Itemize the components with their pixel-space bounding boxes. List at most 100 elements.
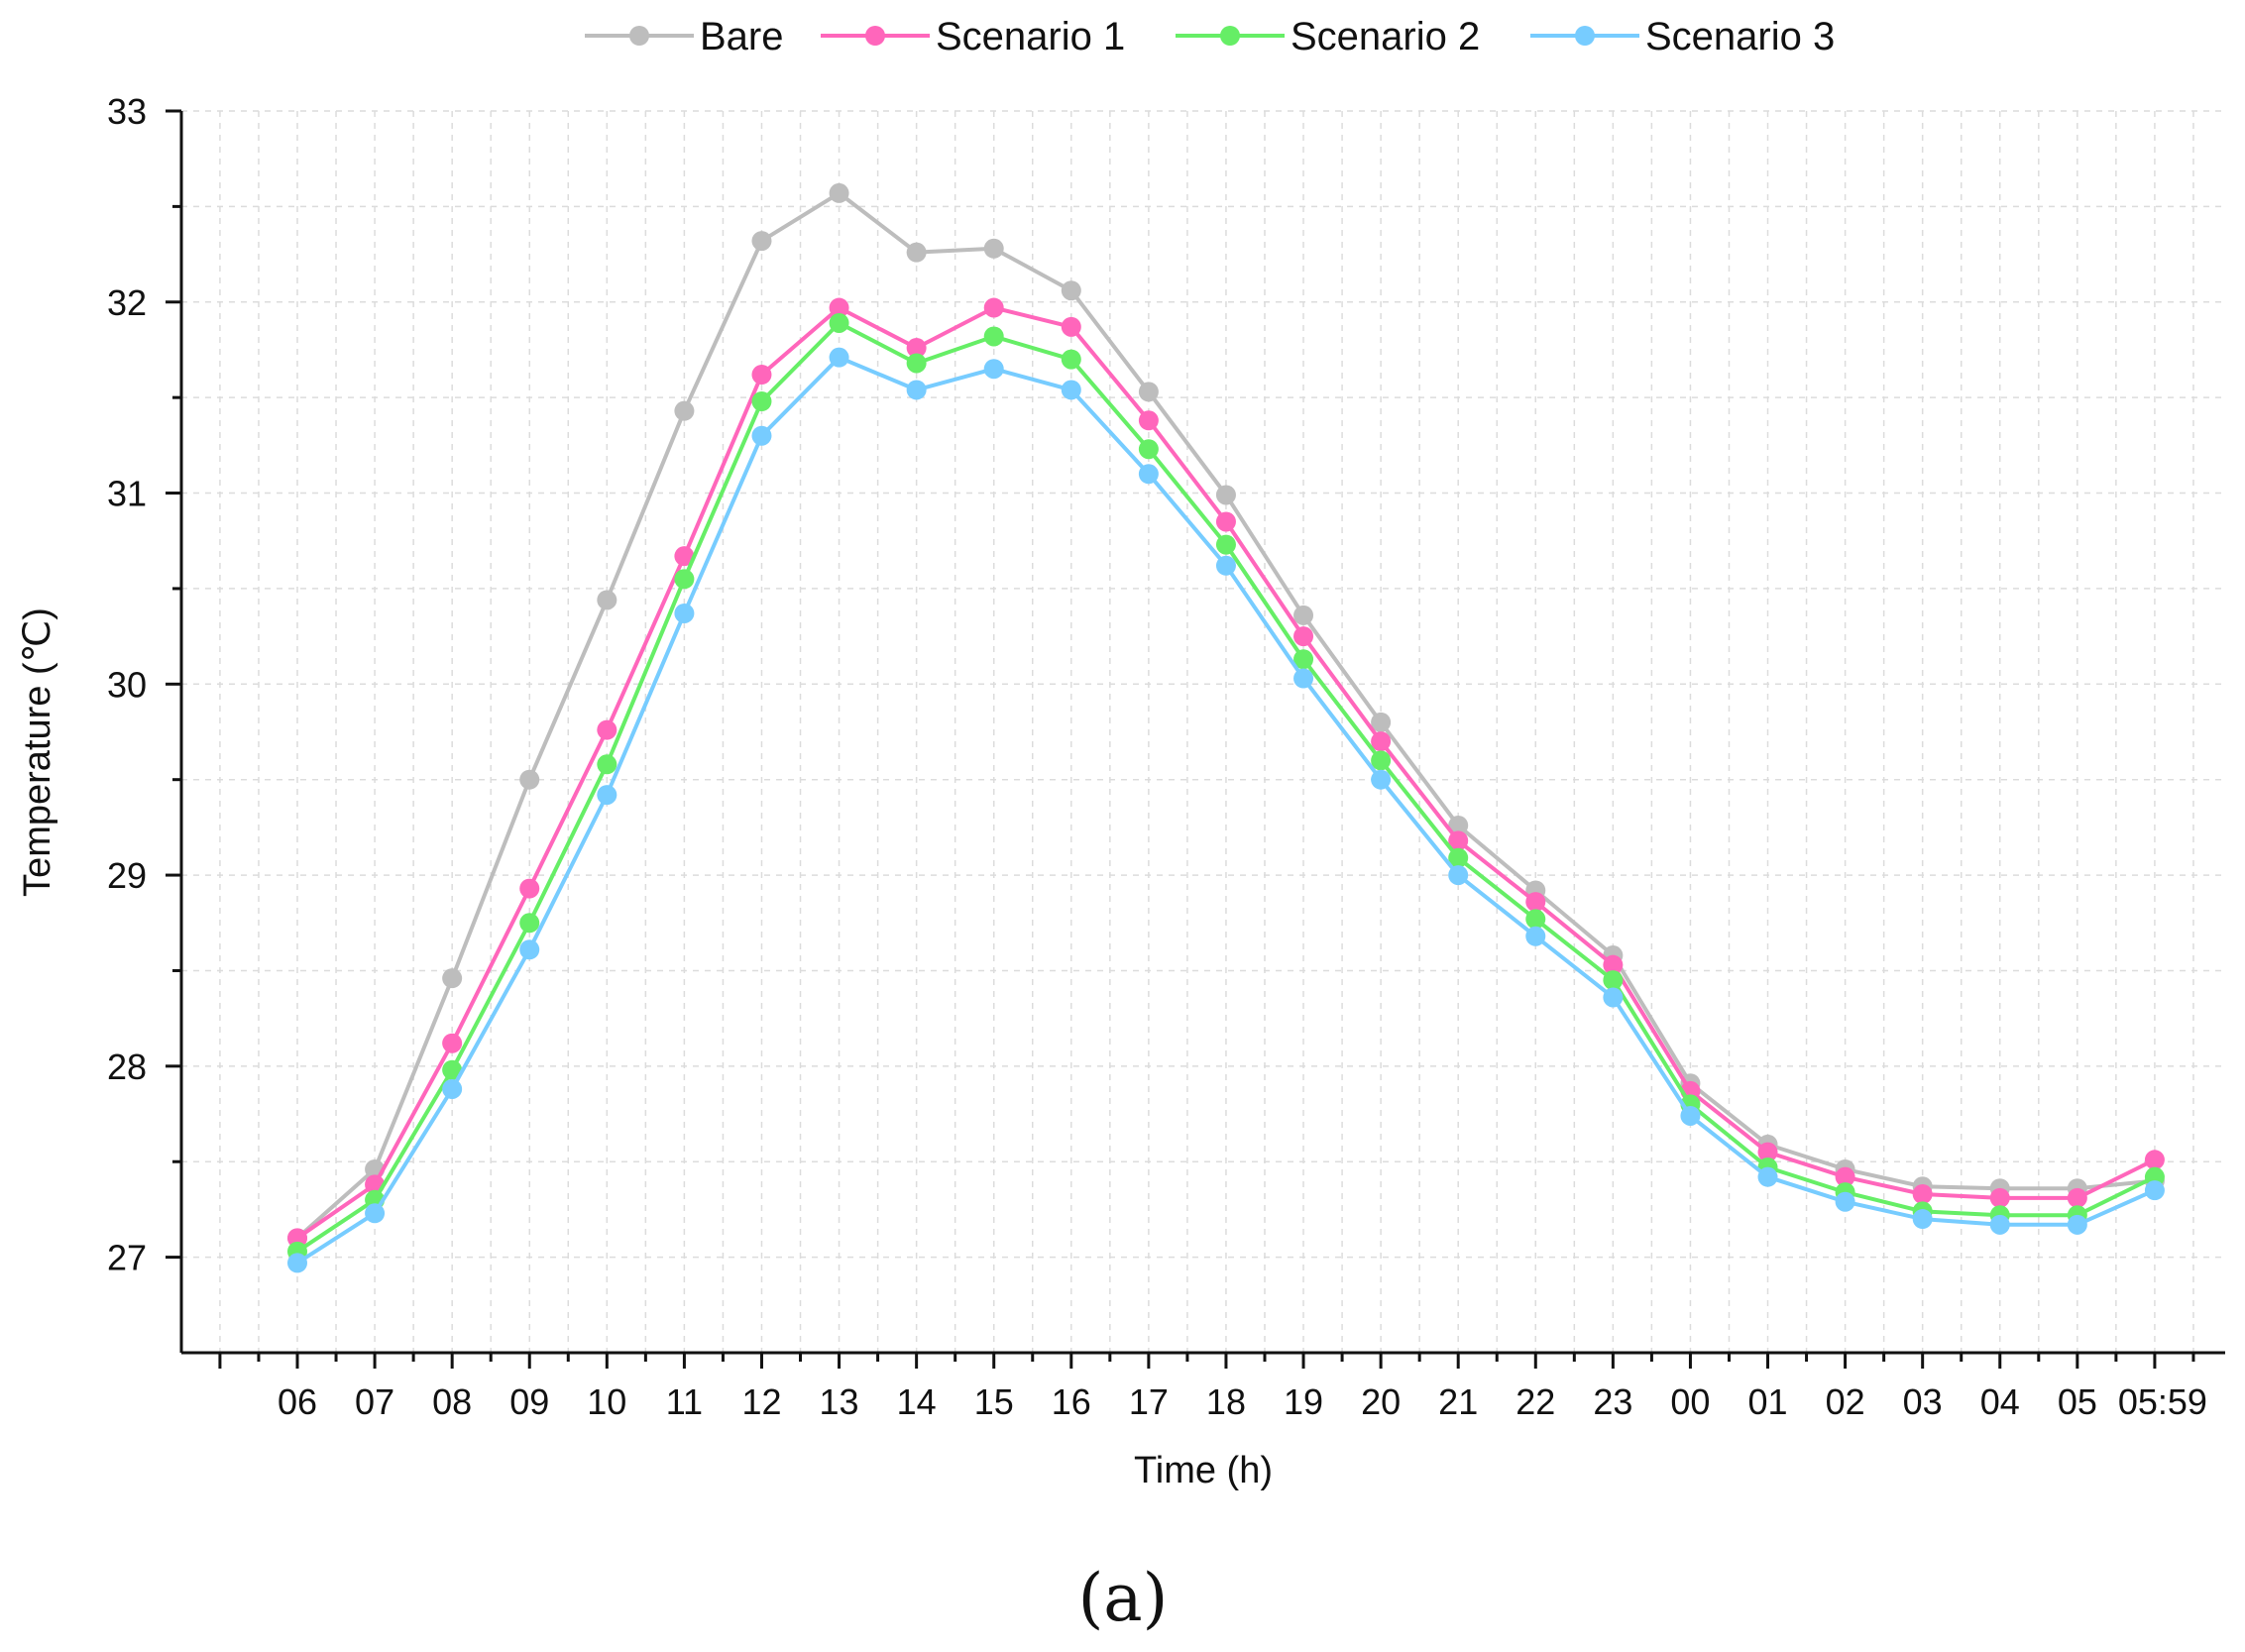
x-tick-label: 19 — [1284, 1381, 1323, 1422]
data-point — [519, 769, 540, 790]
data-point — [1371, 712, 1392, 732]
y-tick-label: 30 — [107, 664, 147, 705]
series-layer — [287, 182, 2165, 1273]
data-point — [1525, 892, 1546, 913]
x-tick-label: 01 — [1747, 1381, 1787, 1422]
x-tick-label: 16 — [1052, 1381, 1091, 1422]
data-point — [1757, 1142, 1778, 1162]
data-point — [1448, 830, 1469, 851]
series-scenario-1 — [287, 297, 2165, 1249]
legend-item-bare: Bare — [585, 15, 784, 58]
series-scenario-2 — [287, 312, 2165, 1262]
y-tick-label: 32 — [107, 282, 147, 323]
legend-marker — [1220, 26, 1240, 46]
data-point — [1138, 382, 1159, 402]
x-tick-label: 12 — [741, 1381, 781, 1422]
data-point — [829, 347, 849, 368]
data-point — [1061, 316, 1081, 337]
data-point — [1138, 439, 1159, 460]
legend-item-scenario-1: Scenario 1 — [821, 15, 1125, 58]
data-point — [519, 939, 540, 960]
y-tick-label: 31 — [107, 474, 147, 514]
data-point — [1525, 909, 1546, 930]
x-tick-label: 04 — [1980, 1381, 2020, 1422]
x-tick-label: 17 — [1129, 1381, 1169, 1422]
data-point — [597, 754, 617, 775]
ticks: 27 28 29 30 31 32 33 06 07 08 09 10 11 12 13 14 15 16 17 18… — [107, 91, 2207, 1422]
data-point — [674, 546, 695, 567]
y-axis-title: Temperature (℃) — [17, 607, 58, 897]
x-tick-label: 09 — [509, 1381, 549, 1422]
legend-marker — [865, 26, 885, 46]
x-tick-label: 15 — [974, 1381, 1014, 1422]
x-tick-label: 08 — [432, 1381, 472, 1422]
data-point — [1680, 1105, 1701, 1126]
data-point — [2144, 1180, 2165, 1201]
data-point — [751, 391, 772, 412]
data-point — [983, 297, 1004, 318]
data-point — [1293, 668, 1314, 689]
data-point — [1215, 555, 1236, 576]
x-axis-title: Time (h) — [1134, 1450, 1273, 1491]
data-point — [1293, 649, 1314, 670]
data-point — [1371, 750, 1392, 771]
data-point — [1215, 534, 1236, 555]
data-point — [442, 1059, 463, 1080]
data-point — [1061, 280, 1081, 301]
data-point — [1603, 954, 1624, 975]
data-point — [751, 231, 772, 252]
legend-label: Scenario 2 — [1291, 15, 1480, 58]
x-tick-label: 02 — [1826, 1381, 1865, 1422]
data-point — [1525, 926, 1546, 946]
data-point — [597, 590, 617, 610]
data-point — [2067, 1187, 2087, 1208]
x-tick-label: 10 — [587, 1381, 626, 1422]
x-tick-label: 20 — [1361, 1381, 1401, 1422]
panel-label: (a) — [1078, 1560, 1169, 1636]
legend-label: Scenario 1 — [936, 15, 1125, 58]
data-point — [1603, 970, 1624, 991]
legend-item-scenario-3: Scenario 3 — [1530, 15, 1835, 58]
series-scenario-3 — [287, 347, 2165, 1273]
data-point — [597, 785, 617, 806]
x-tick-label: 05:59 — [2118, 1381, 2207, 1422]
data-point — [442, 1078, 463, 1099]
legend-marker — [629, 26, 649, 46]
y-tick-label: 29 — [107, 855, 147, 896]
x-tick-label: 21 — [1438, 1381, 1478, 1422]
data-point — [751, 425, 772, 446]
data-point — [1835, 1166, 1855, 1187]
data-point — [1293, 626, 1314, 647]
x-tick-label: 23 — [1593, 1381, 1632, 1422]
data-point — [906, 242, 927, 263]
data-point — [1061, 349, 1081, 370]
data-point — [287, 1253, 307, 1273]
data-point — [906, 380, 927, 400]
data-point — [597, 719, 617, 740]
data-point — [1138, 410, 1159, 431]
data-point — [829, 297, 849, 318]
data-point — [1448, 847, 1469, 868]
grid — [181, 110, 2225, 1353]
legend-item-scenario-2: Scenario 2 — [1176, 15, 1480, 58]
data-point — [442, 1033, 463, 1053]
y-tick-label: 27 — [107, 1238, 147, 1278]
data-point — [1371, 769, 1392, 790]
data-point — [1448, 865, 1469, 886]
data-point — [519, 913, 540, 934]
axes — [179, 111, 2225, 1355]
data-point — [674, 569, 695, 590]
data-point — [1989, 1214, 2010, 1235]
data-point — [1371, 731, 1392, 752]
data-point — [1835, 1191, 1855, 1212]
data-point — [674, 400, 695, 421]
data-point — [983, 326, 1004, 347]
x-tick-label: 06 — [278, 1381, 317, 1422]
x-tick-label: 14 — [897, 1381, 937, 1422]
data-point — [983, 238, 1004, 259]
data-point — [674, 603, 695, 623]
y-tick-label: 33 — [107, 91, 147, 132]
legend-label: Scenario 3 — [1645, 15, 1835, 58]
y-tick-label: 28 — [107, 1046, 147, 1087]
